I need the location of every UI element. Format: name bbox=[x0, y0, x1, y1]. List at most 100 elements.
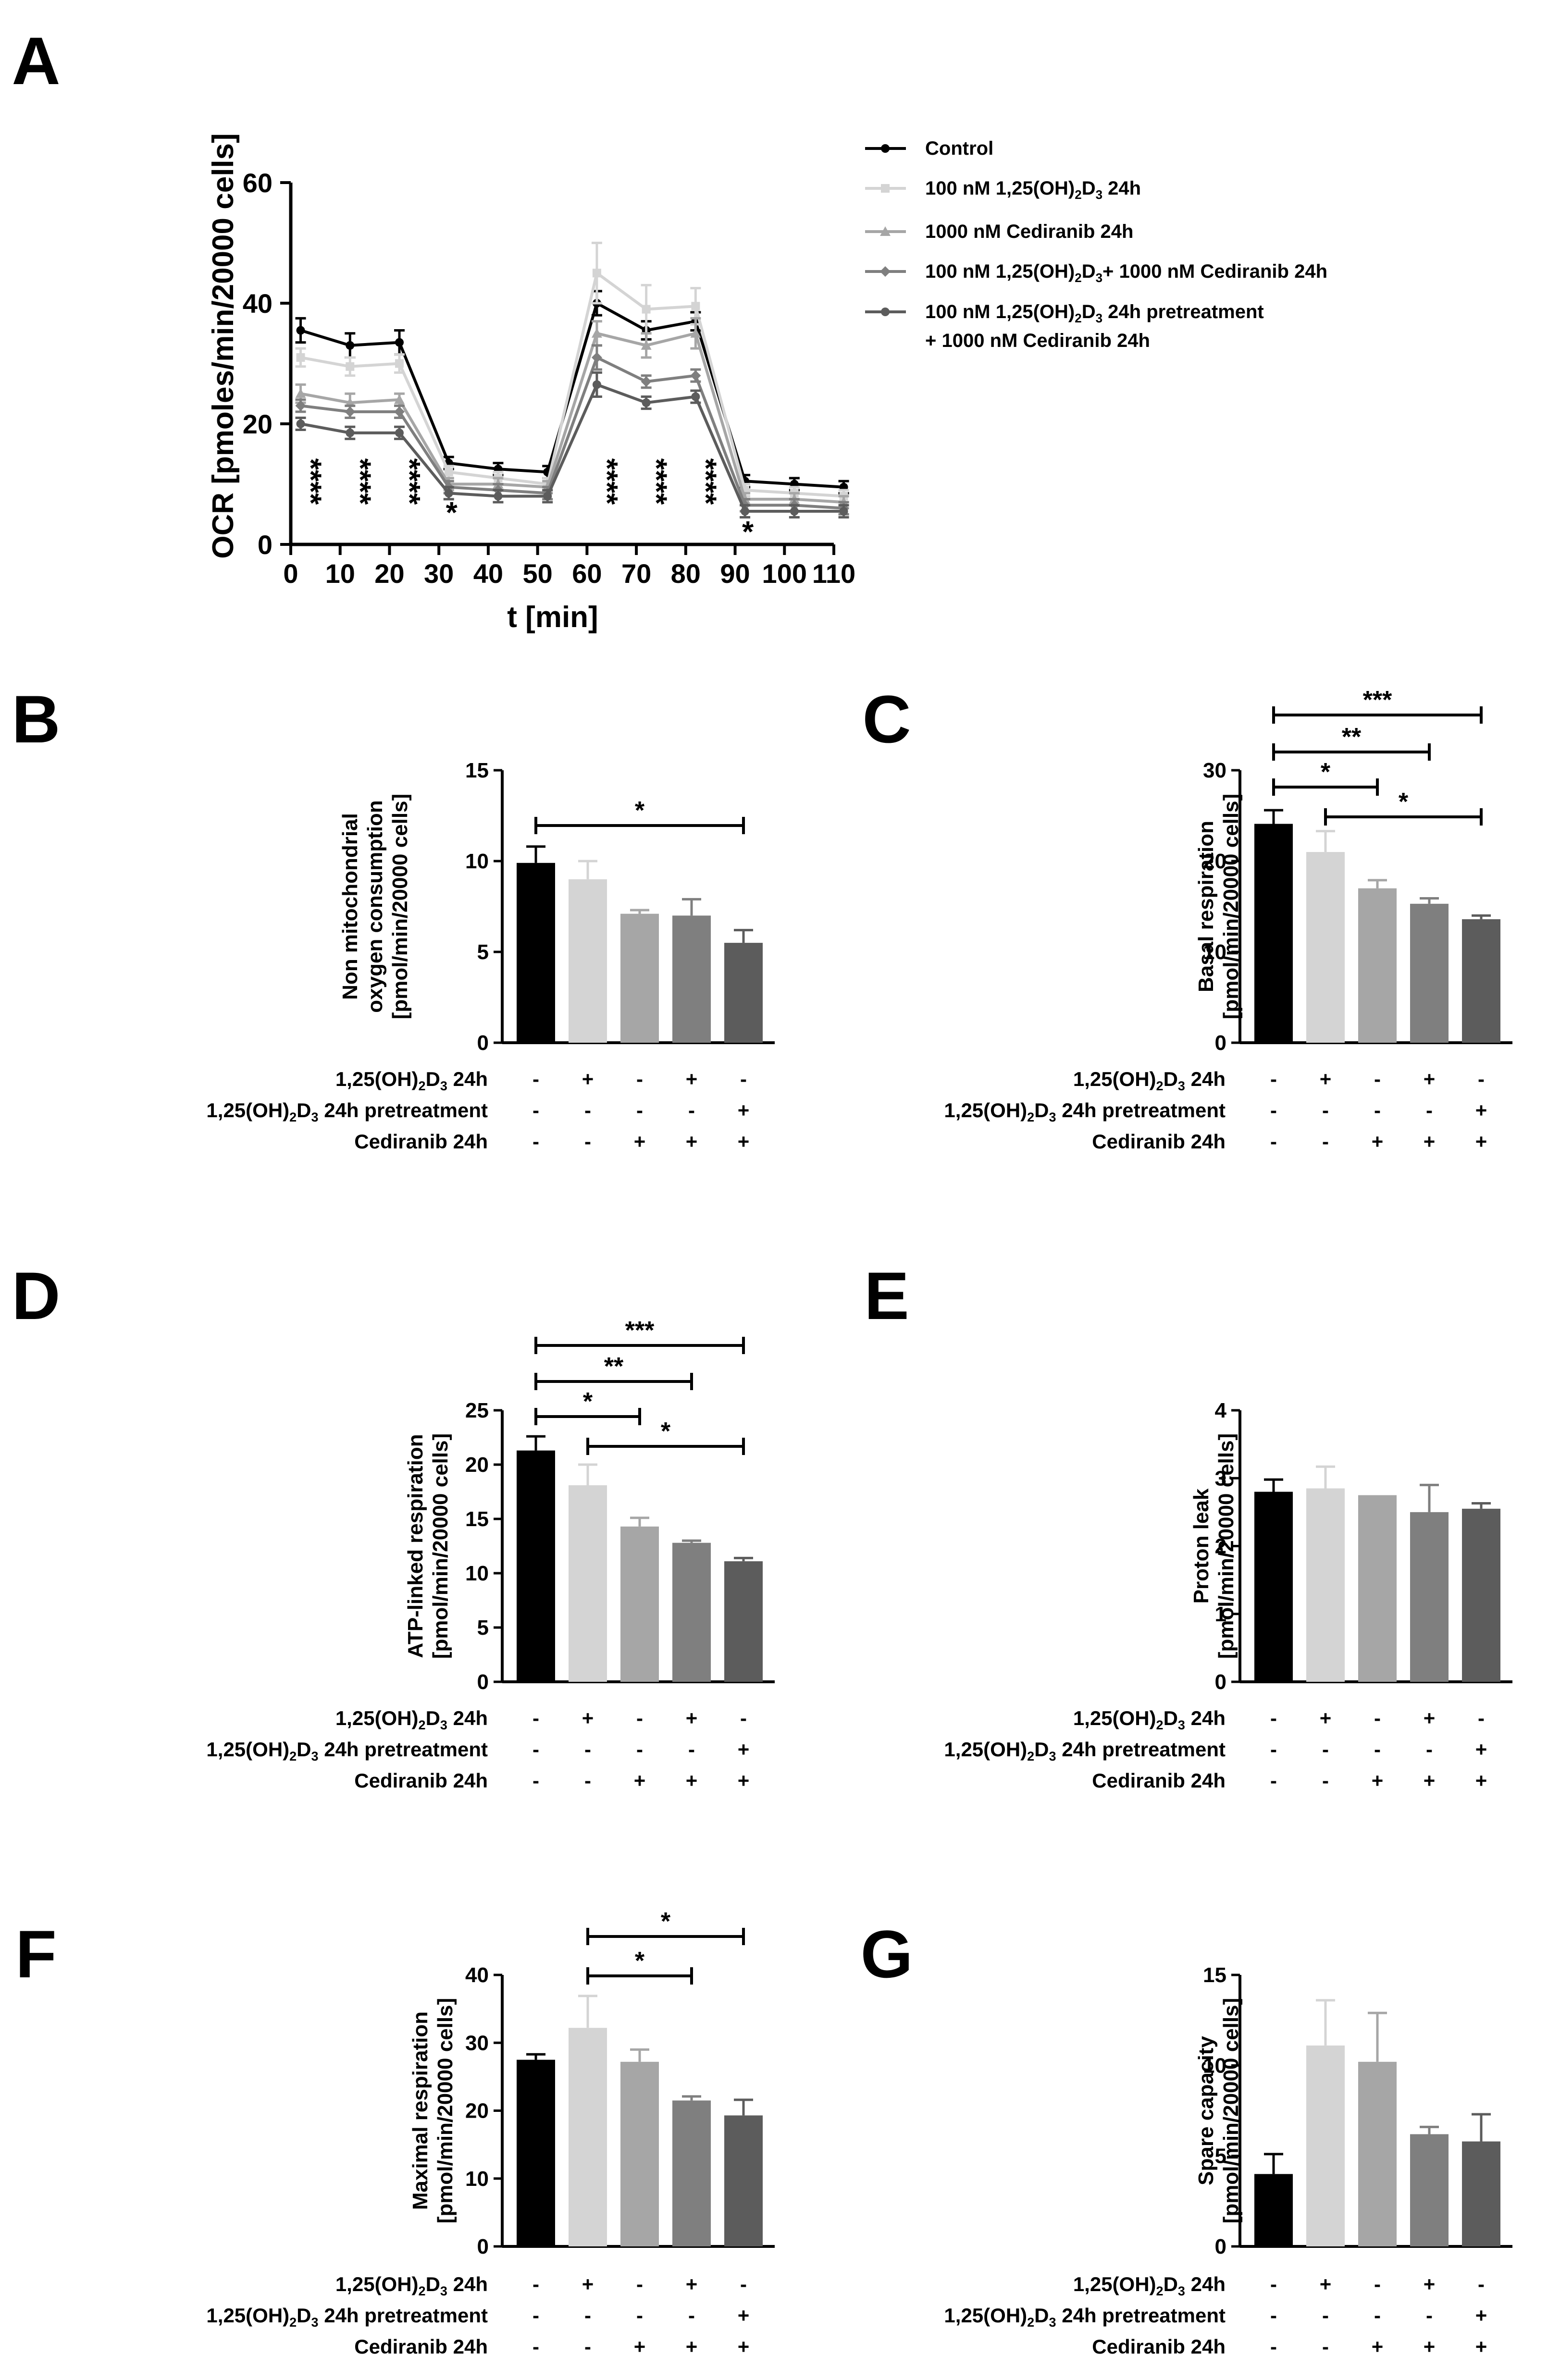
text-part: Cediranib 24h bbox=[1092, 1130, 1226, 1153]
significance-label: **** bbox=[294, 458, 327, 505]
y-tick-label: 3 bbox=[1215, 1467, 1226, 1490]
data-point bbox=[296, 326, 305, 335]
panel-a-chart: 0 20 40 60 0 10 20 30 40 50 60 70 80 90 100 110 t [min] O… bbox=[207, 133, 855, 634]
panel-letter-c: C bbox=[862, 681, 911, 757]
bar bbox=[1358, 888, 1397, 1043]
treatment-sign: + bbox=[686, 1068, 698, 1090]
treatment-row-label: 1,25(OH)2D3 24h bbox=[1073, 1068, 1226, 1093]
y-tick-label: 20 bbox=[243, 409, 272, 439]
treatment-sign: + bbox=[686, 2273, 698, 2295]
y-tick-label: 0 bbox=[258, 530, 272, 560]
treatment-sign: + bbox=[1372, 2335, 1384, 2358]
text-part: D bbox=[426, 1068, 440, 1090]
x-tick-label: 20 bbox=[374, 558, 404, 589]
treatment-row-label: Cediranib 24h bbox=[1092, 1130, 1226, 1153]
bar bbox=[569, 2028, 607, 2246]
data-point bbox=[741, 506, 750, 516]
bar bbox=[672, 915, 711, 1043]
subscript: 3 bbox=[311, 2315, 319, 2330]
y-tick-label: 5 bbox=[477, 940, 489, 964]
subscript: 3 bbox=[440, 1718, 447, 1732]
treatment-sign: + bbox=[1475, 1099, 1487, 1122]
subscript: 2 bbox=[289, 2315, 297, 2330]
treatment-row-label: 1,25(OH)2D3 24h bbox=[1073, 1707, 1226, 1732]
y-tick-label: 20 bbox=[465, 1453, 489, 1477]
subscript: 2 bbox=[289, 1749, 297, 1763]
text-part: D bbox=[1082, 261, 1096, 282]
subscript: 2 bbox=[1027, 2315, 1034, 2330]
treatment-sign: - bbox=[1270, 1130, 1277, 1153]
significance-label: *** bbox=[1363, 686, 1392, 714]
data-point bbox=[691, 302, 700, 311]
treatment-row-label: 1,25(OH)2D3 24h pretreatment bbox=[944, 1099, 1226, 1124]
treatment-sign: - bbox=[688, 1738, 695, 1761]
significance-label: ** bbox=[604, 1353, 624, 1381]
treatment-row-label: Cediranib 24h bbox=[1092, 2335, 1226, 2358]
y-tick-label: 5 bbox=[1215, 2145, 1226, 2168]
treatment-row-label: Cediranib 24h bbox=[354, 2335, 488, 2358]
treatment-sign: + bbox=[686, 2335, 698, 2358]
treatment-sign: + bbox=[1424, 1130, 1436, 1153]
y-tick-label: 5 bbox=[477, 1616, 489, 1640]
x-tick-label: 50 bbox=[522, 558, 552, 589]
treatment-sign: - bbox=[1426, 1738, 1433, 1761]
x-tick-label: 90 bbox=[720, 558, 750, 589]
treatment-sign: - bbox=[1426, 1099, 1433, 1122]
text-part: 24h bbox=[447, 1707, 488, 1729]
bar bbox=[517, 2059, 555, 2246]
panel-letter-a: A bbox=[12, 23, 60, 99]
treatment-sign: + bbox=[1475, 1130, 1487, 1153]
treatment-sign: + bbox=[738, 2304, 750, 2327]
text-part: 24h pretreatment bbox=[319, 2304, 488, 2327]
text-part: 24h pretreatment bbox=[319, 1099, 488, 1122]
bar bbox=[1306, 852, 1345, 1043]
subscript: 2 bbox=[419, 2284, 426, 2298]
subscript: 2 bbox=[1156, 1718, 1164, 1732]
data-point bbox=[395, 428, 404, 437]
text-part: D bbox=[426, 2273, 440, 2295]
y-tick-label: 10 bbox=[465, 2167, 489, 2191]
data-point bbox=[592, 380, 601, 389]
bar bbox=[672, 1542, 711, 1682]
text-part: 24h bbox=[447, 2273, 488, 2295]
treatment-sign: - bbox=[636, 1707, 643, 1729]
data-point bbox=[296, 419, 305, 428]
y-tick-label: 40 bbox=[243, 288, 272, 319]
treatment-sign: - bbox=[740, 2273, 747, 2295]
panel-b-chart: 0 5 10 15 Non mitochondrial oxygen consumptio… bbox=[338, 759, 775, 1153]
significance-label: **** bbox=[640, 458, 673, 505]
data-point bbox=[394, 406, 405, 417]
text-part: D bbox=[297, 1099, 311, 1122]
text-part: 24h pretreatment bbox=[1102, 301, 1264, 322]
data-point bbox=[881, 184, 890, 193]
bar bbox=[1410, 903, 1449, 1043]
legend-entry: 100 nM 1,25(OH)2D3 24h pretreatment bbox=[925, 301, 1264, 325]
text-part: Cediranib 24h bbox=[1092, 1769, 1226, 1792]
series-path bbox=[300, 271, 844, 498]
panel-letter-e: E bbox=[864, 1258, 909, 1333]
treatment-sign: + bbox=[1320, 1068, 1332, 1090]
bar bbox=[517, 1450, 555, 1682]
y-axis-label: [pmol/min/20000 cells] bbox=[1214, 1433, 1238, 1659]
treatment-sign: - bbox=[1426, 2304, 1433, 2327]
text-part: 24h pretreatment bbox=[1056, 1099, 1226, 1122]
treatment-row-label: 1,25(OH)2D3 24h bbox=[335, 1068, 488, 1093]
y-tick-label: 0 bbox=[1215, 2235, 1226, 2258]
treatment-sign: - bbox=[584, 2335, 591, 2358]
series-line-5 bbox=[295, 371, 849, 519]
x-tick-label: 80 bbox=[671, 558, 701, 589]
data-point bbox=[346, 428, 355, 437]
bar bbox=[1358, 1495, 1397, 1682]
text-part: Cediranib 24h bbox=[354, 1769, 488, 1792]
treatment-sign: + bbox=[1475, 1769, 1487, 1792]
data-point bbox=[295, 388, 306, 398]
significance-label: **** bbox=[393, 458, 426, 505]
subscript: 3 bbox=[1096, 311, 1102, 325]
treatment-sign: - bbox=[584, 1738, 591, 1761]
x-tick-label: 40 bbox=[473, 558, 503, 589]
text-part: 1,25(OH) bbox=[206, 1099, 289, 1122]
y-axis-label: Spare capacity bbox=[1194, 2036, 1218, 2185]
subscript: 2 bbox=[1027, 1110, 1034, 1124]
treatment-sign: + bbox=[738, 1130, 750, 1153]
significance-label: **** bbox=[689, 458, 722, 505]
